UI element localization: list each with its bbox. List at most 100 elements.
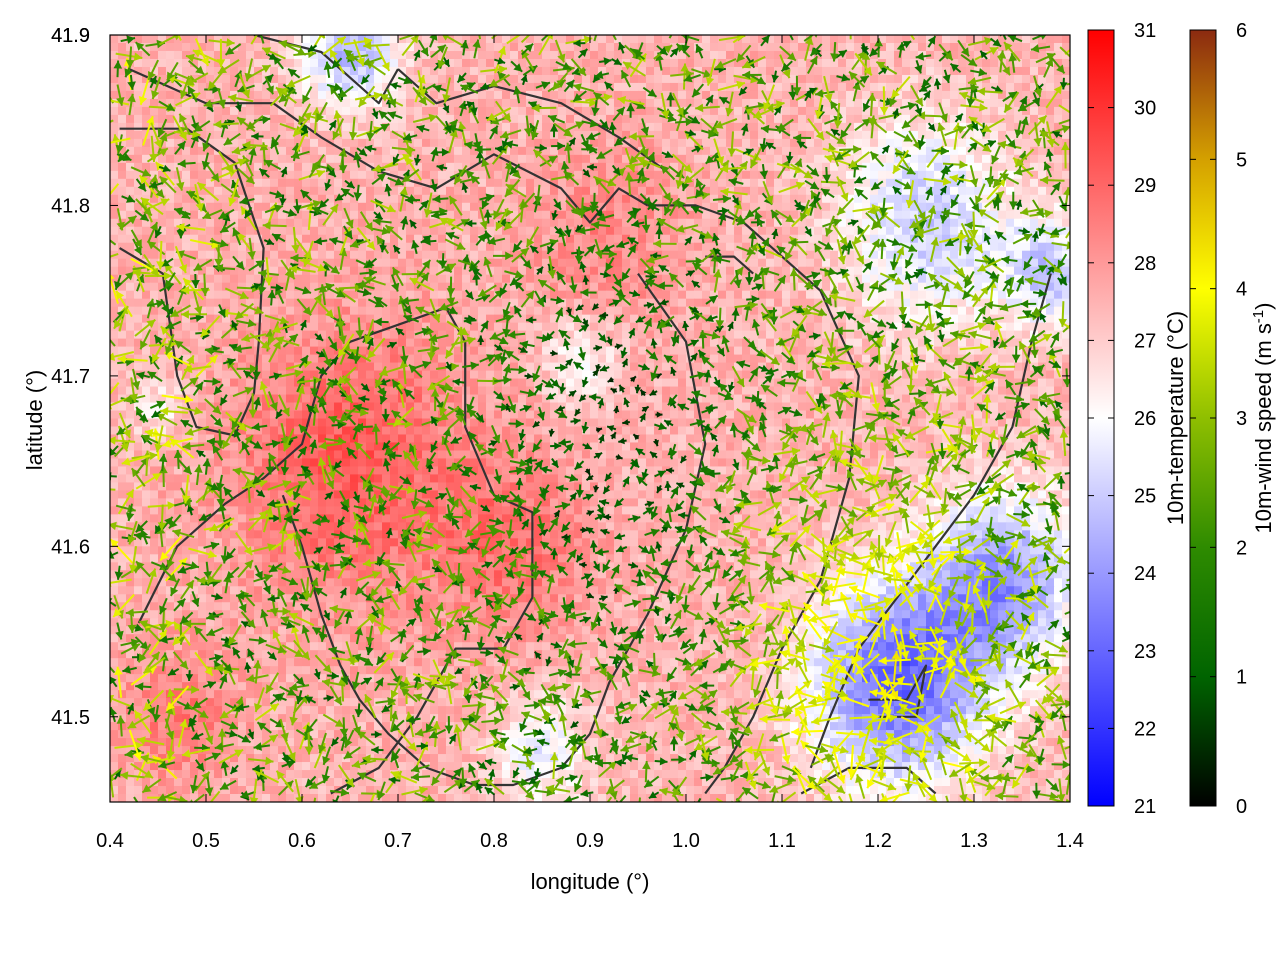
heatmap-cell [958, 82, 967, 92]
heatmap-cell [270, 330, 279, 340]
heatmap-cell [590, 266, 599, 276]
heatmap-cell [1006, 258, 1015, 268]
heatmap-cell [374, 178, 383, 188]
heatmap-cell [134, 330, 143, 340]
heatmap-cell [222, 90, 231, 100]
heatmap-cell [366, 306, 375, 316]
heatmap-cell [374, 186, 383, 196]
heatmap-cell [646, 338, 655, 348]
heatmap-cell [950, 194, 959, 204]
heatmap-cell [342, 354, 351, 364]
heatmap-cell [246, 354, 255, 364]
heatmap-cell [214, 58, 223, 68]
heatmap-cell [926, 210, 935, 220]
heatmap-cell [766, 66, 775, 76]
heatmap-cell [254, 138, 263, 148]
heatmap-cell [278, 178, 287, 188]
heatmap-cell [758, 226, 767, 236]
heatmap-cell [454, 35, 463, 44]
heatmap-cell [230, 258, 239, 268]
heatmap-cell [694, 154, 703, 164]
heatmap-cell [686, 226, 695, 236]
heatmap-cell [286, 138, 295, 148]
heatmap-cell [982, 106, 991, 116]
heatmap-cell [726, 330, 735, 340]
heatmap-cell [214, 82, 223, 92]
heatmap-cell [526, 50, 535, 60]
heatmap-cell [758, 90, 767, 100]
heatmap-cell [606, 90, 615, 100]
heatmap-cell [542, 146, 551, 156]
heatmap-cell [542, 250, 551, 260]
heatmap-cell [782, 314, 791, 324]
heatmap-cell [406, 338, 415, 348]
heatmap-cell [1030, 202, 1039, 212]
heatmap-cell [134, 146, 143, 156]
heatmap-cell [390, 50, 399, 60]
heatmap-cell [670, 330, 679, 340]
heatmap-cell [806, 202, 815, 212]
heatmap-cell [702, 90, 711, 100]
heatmap-cell [934, 186, 943, 196]
heatmap-cell [310, 362, 319, 372]
heatmap-cell [550, 218, 559, 228]
heatmap-cell [974, 42, 983, 52]
heatmap-cell [438, 138, 447, 148]
heatmap-cell [814, 122, 823, 132]
heatmap-cell [646, 42, 655, 52]
heatmap-cell [886, 178, 895, 188]
heatmap-cell [926, 42, 935, 52]
heatmap-cell [294, 35, 303, 44]
heatmap-cell [454, 106, 463, 116]
heatmap-cell [598, 178, 607, 188]
heatmap-cell [142, 330, 151, 340]
heatmap-cell [278, 242, 287, 252]
heatmap-cell [1062, 50, 1070, 60]
heatmap-cell [1054, 106, 1063, 116]
heatmap-cell [958, 178, 967, 188]
heatmap-cell [1038, 258, 1047, 268]
heatmap-cell [894, 282, 903, 292]
heatmap-cell [390, 194, 399, 204]
heatmap-cell [766, 74, 775, 84]
heatmap-cell [382, 74, 391, 84]
heatmap-cell [350, 138, 359, 148]
heatmap-cell [198, 290, 207, 300]
heatmap-cell [534, 210, 543, 220]
heatmap-cell [950, 298, 959, 308]
heatmap-cell [1062, 178, 1070, 188]
heatmap-cell [510, 322, 519, 332]
heatmap-cell [870, 298, 879, 308]
heatmap-cell [622, 330, 631, 340]
heatmap-cell [318, 218, 327, 228]
heatmap-cell [1038, 106, 1047, 116]
heatmap-cell [918, 298, 927, 308]
heatmap-cell [1038, 186, 1047, 196]
heatmap-cell [494, 314, 503, 324]
heatmap-cell [486, 226, 495, 236]
heatmap-cell [182, 330, 191, 340]
heatmap-cell [446, 90, 455, 100]
heatmap-cell [806, 74, 815, 84]
heatmap-cell [598, 90, 607, 100]
heatmap-cell [694, 130, 703, 140]
heatmap-cell [742, 66, 751, 76]
heatmap-cell [918, 290, 927, 300]
heatmap-cell [638, 58, 647, 68]
heatmap-cell [382, 82, 391, 92]
heatmap-cell [686, 66, 695, 76]
heatmap-cell [206, 42, 215, 52]
heatmap-cell [142, 266, 151, 276]
heatmap-cell [822, 346, 831, 356]
heatmap-cell [758, 210, 767, 220]
heatmap-cell [878, 218, 887, 228]
heatmap-cell [470, 146, 479, 156]
heatmap-cell [310, 234, 319, 244]
heatmap-cell [214, 194, 223, 204]
heatmap-cell [238, 146, 247, 156]
heatmap-cell [382, 138, 391, 148]
heatmap-cell [302, 218, 311, 228]
heatmap-cell [190, 58, 199, 68]
heatmap-cell [558, 42, 567, 52]
heatmap-cell [486, 170, 495, 180]
